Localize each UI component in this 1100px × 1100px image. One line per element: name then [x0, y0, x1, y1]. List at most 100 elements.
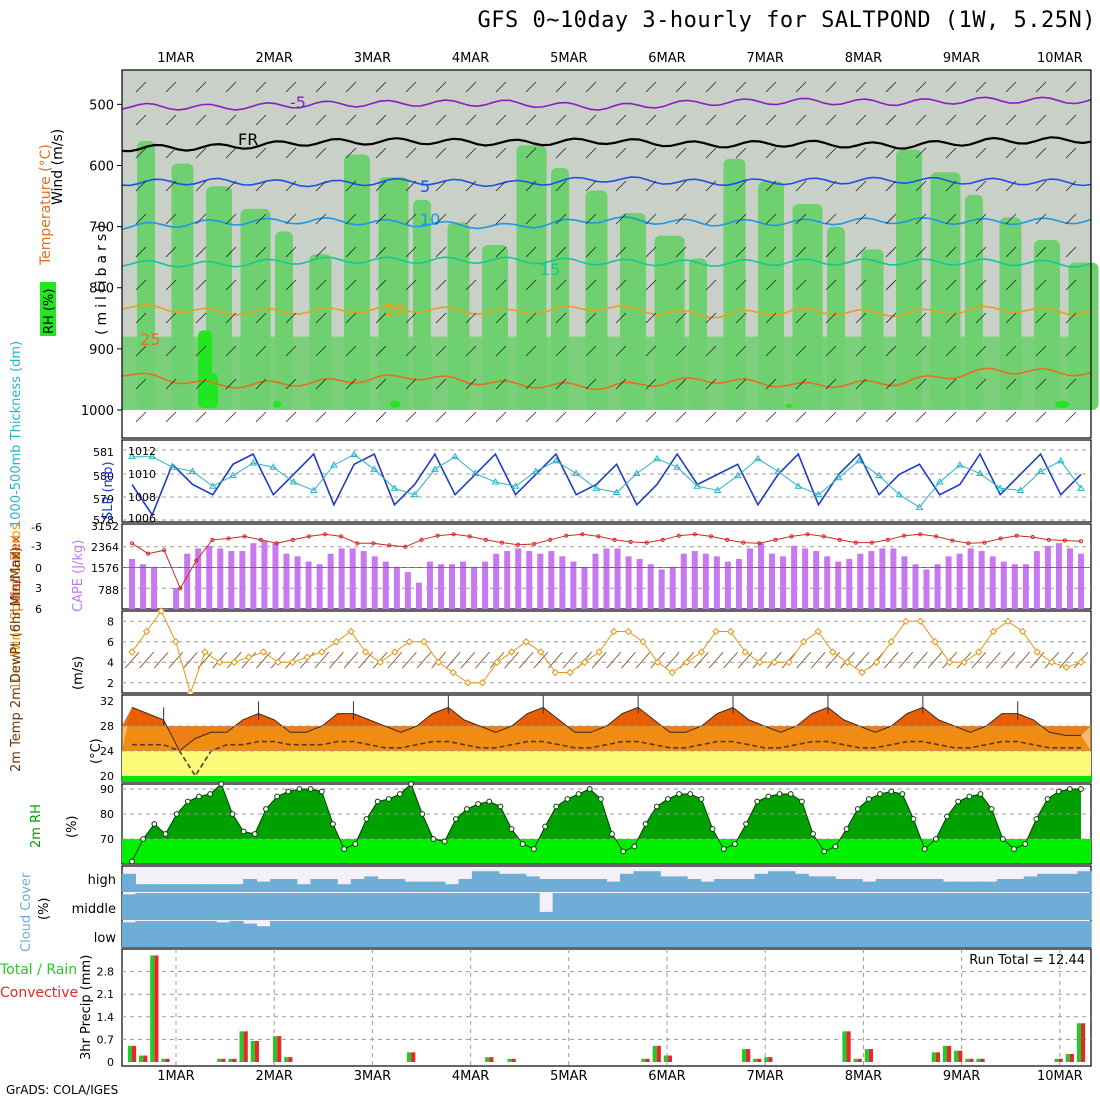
- cloud-cover-cell: [862, 921, 877, 947]
- y-tick-label: 4: [107, 656, 114, 669]
- y-axis-label-precip-total: Total / Rain: [0, 962, 77, 978]
- wind-barb: [1005, 147, 1017, 159]
- cape-bar: [415, 582, 422, 609]
- wind-speed-marker: [259, 648, 268, 656]
- wind-barb: [675, 345, 687, 357]
- thickness-marker: [229, 471, 237, 479]
- cloud-cover-cell: [310, 921, 325, 947]
- wind-barb: [975, 378, 987, 390]
- wind-speed-marker: [142, 627, 151, 636]
- contour-label: 15: [540, 260, 560, 279]
- wind-barb: [855, 81, 867, 93]
- thickness-marker: [875, 471, 883, 479]
- rh2m-marker: [385, 796, 392, 802]
- wind-barb: [723, 651, 738, 669]
- rh2m-marker: [921, 846, 928, 852]
- cloud-cover-cell: [619, 873, 634, 892]
- wind-speed-marker: [464, 679, 472, 687]
- date-label-top: 2MAR: [255, 51, 292, 66]
- cloud-cover-cell: [606, 881, 621, 892]
- lifted-index-marker: [805, 532, 810, 537]
- cloud-cover-cell: [202, 884, 217, 892]
- wind-barb: [135, 81, 147, 93]
- wind-barb: [405, 279, 417, 291]
- cloud-cover-cell: [660, 893, 675, 920]
- y-tick-label: 6: [35, 603, 42, 616]
- cloud-cover-cell: [660, 921, 675, 947]
- date-label-top: 10MAR: [1037, 51, 1083, 66]
- wind-barb: [1005, 213, 1017, 225]
- cloud-cover-cell: [391, 921, 406, 947]
- cloud-cover-cell: [741, 921, 756, 947]
- cloud-cover-cell: [471, 871, 486, 892]
- temperature-contour-line: [121, 176, 1092, 188]
- wind-speed-marker: [1048, 658, 1056, 666]
- wind-speed-marker: [756, 658, 764, 666]
- y-tick-label: 1010: [128, 468, 156, 481]
- cape-bar: [757, 543, 764, 609]
- wind-barb: [855, 114, 867, 126]
- cape-bar: [460, 561, 467, 609]
- cloud-cover-cell: [431, 921, 446, 947]
- wind-barb: [854, 651, 870, 669]
- wind-barb: [495, 213, 507, 225]
- wind-barb: [255, 213, 267, 225]
- cloud-cover-cell: [916, 921, 930, 947]
- wind-barb: [135, 246, 147, 258]
- precip-total-bar: [753, 1058, 758, 1062]
- wind-barb: [124, 651, 140, 669]
- wind-barb: [343, 651, 359, 669]
- precip-total-bar: [1076, 1023, 1081, 1062]
- contour-label: 10: [420, 210, 440, 229]
- wind-barb: [345, 114, 357, 126]
- rh2m-marker: [765, 793, 772, 800]
- wind-speed-marker: [887, 638, 895, 646]
- cloud-cover-cell: [445, 893, 459, 920]
- wind-speed-marker: [580, 658, 589, 666]
- precip-total-bar: [641, 1058, 646, 1062]
- precip-total-bar: [1065, 1053, 1070, 1062]
- precip-convective-bar: [868, 1049, 874, 1062]
- wind-barb: [810, 651, 826, 669]
- cloud-cover-cell: [593, 921, 607, 947]
- cloud-cover-cell: [673, 876, 688, 892]
- cape-bar: [283, 553, 290, 609]
- wind-barb: [135, 411, 147, 423]
- lifted-index-marker: [194, 558, 199, 563]
- lifted-index-marker: [178, 586, 183, 591]
- precip-convective-bar: [746, 1049, 751, 1062]
- cloud-cover-cell: [956, 921, 971, 947]
- wind-barb: [495, 147, 507, 159]
- wind-barb: [825, 411, 837, 423]
- thickness-marker: [249, 459, 258, 466]
- precip-total-bar: [127, 1045, 132, 1062]
- y-tick-label: 800: [89, 282, 114, 297]
- wind-barb: [945, 180, 957, 192]
- wind-barb: [285, 180, 297, 192]
- wind-barb: [735, 180, 747, 192]
- lifted-index-marker: [467, 534, 472, 539]
- rh2m-marker: [843, 826, 850, 832]
- wind-barb: [621, 651, 636, 669]
- cloud-cover-cell: [794, 873, 809, 892]
- wind-barb: [183, 651, 198, 669]
- lifted-index-marker: [226, 536, 231, 541]
- precip-total-bar: [485, 1057, 490, 1062]
- wind-barb: [705, 279, 717, 291]
- wind-barb: [495, 246, 507, 258]
- wind-barb: [915, 279, 927, 291]
- precip-total-bar: [217, 1058, 222, 1062]
- wind-barb: [705, 345, 717, 357]
- wind-barb: [165, 114, 177, 126]
- cloud-cover-cell: [404, 893, 419, 920]
- thickness-marker: [390, 484, 399, 491]
- cape-bar: [647, 564, 654, 609]
- wind-speed-marker: [653, 658, 662, 666]
- y-axis-label-millibars: (millibars): [94, 220, 110, 335]
- cloud-cover-cell: [337, 921, 352, 947]
- wind-barb: [405, 411, 417, 423]
- wind-barb: [255, 180, 267, 192]
- wind-speed-marker: [741, 648, 749, 656]
- wind-barb: [975, 411, 987, 423]
- wind-barb: [855, 213, 867, 225]
